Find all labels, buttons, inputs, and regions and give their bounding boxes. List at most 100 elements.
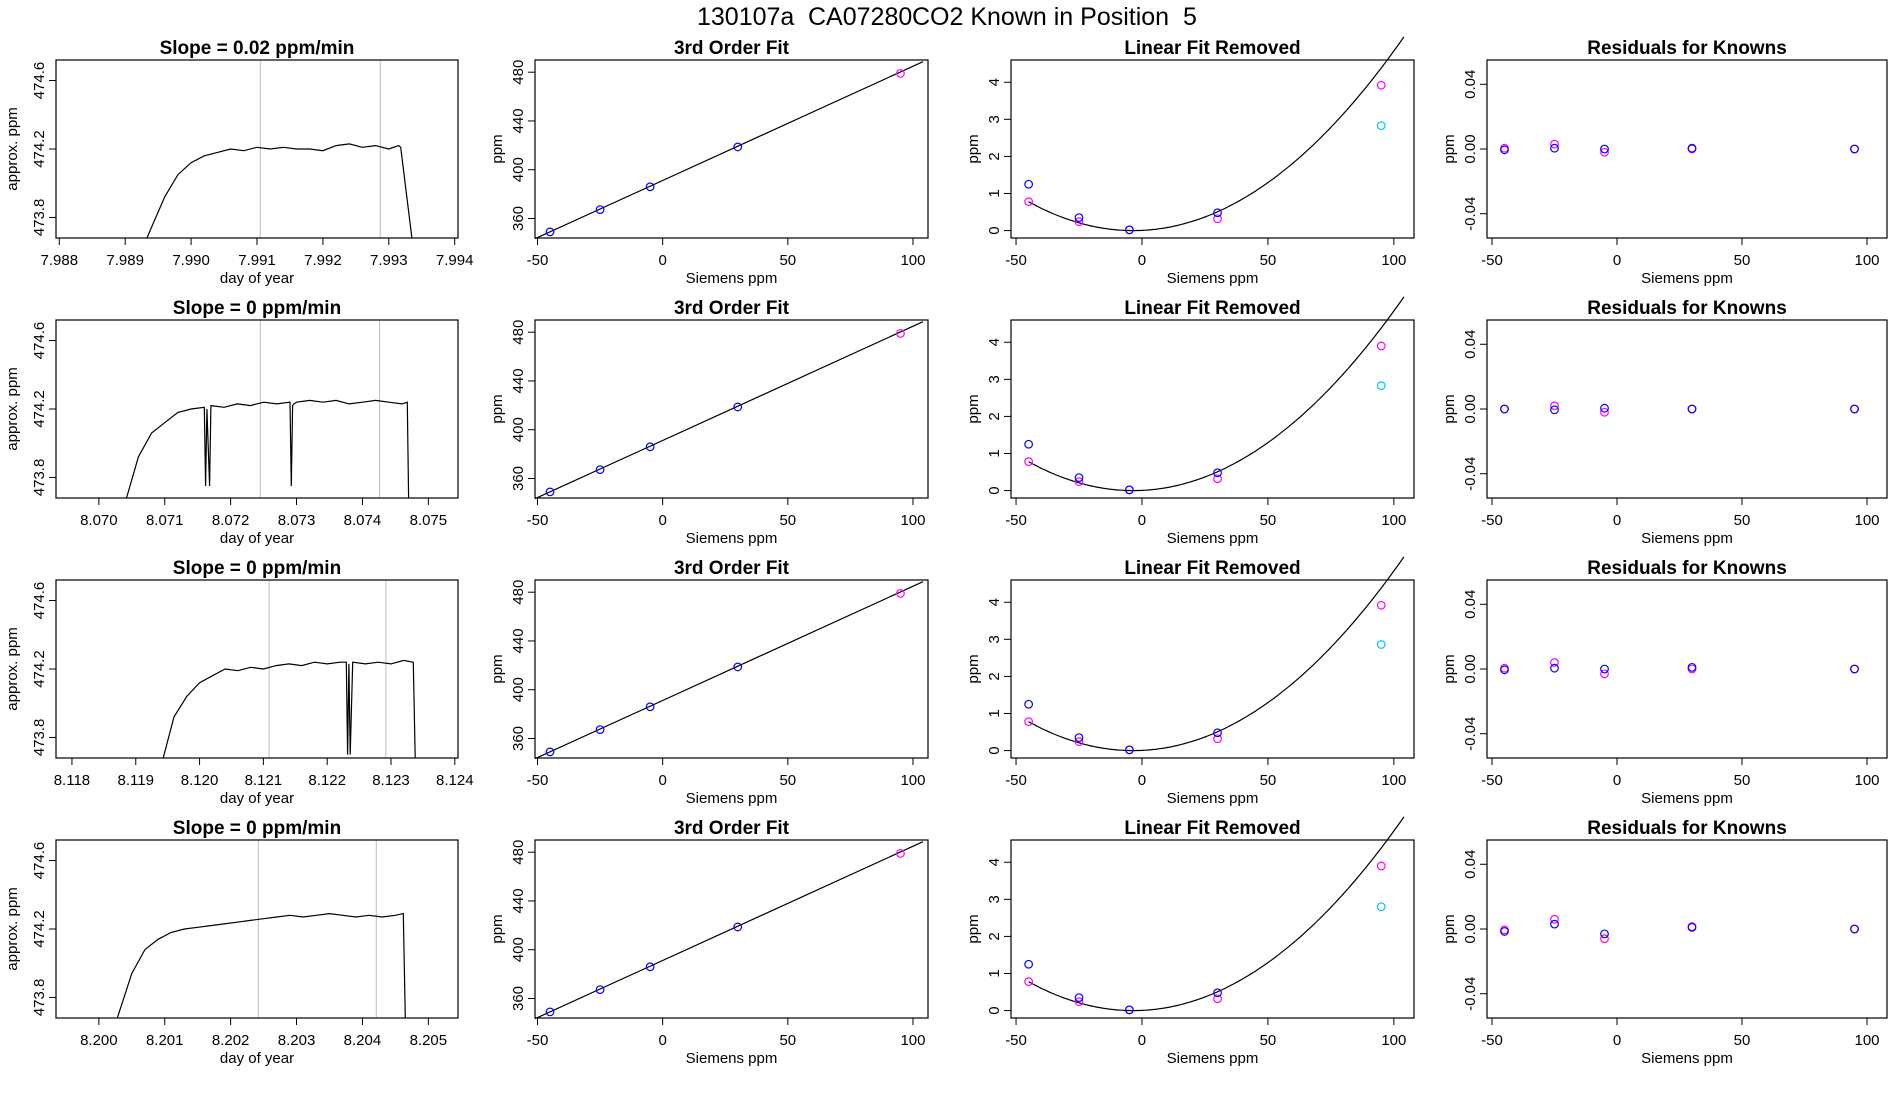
panel-title: Slope = 0.02 ppm/min <box>160 38 355 59</box>
x-axis-label: Siemens ppm <box>1167 530 1259 547</box>
data-point-blue <box>1687 922 1697 932</box>
y-tick-label: 474.6 <box>31 582 48 620</box>
data-point-blue <box>733 662 743 672</box>
y-tick-label: 0.00 <box>1462 654 1479 683</box>
y-tick-label: 3 <box>986 895 1003 903</box>
y-tick-label: 3 <box>986 635 1003 643</box>
y-tick-label: 474.2 <box>31 130 48 168</box>
y-tick-label: 440 <box>510 888 527 913</box>
y-tick-label: 400 <box>510 677 527 702</box>
y-tick-label: 3 <box>986 115 1003 123</box>
x-tick-label: 0 <box>1613 512 1621 529</box>
x-tick-label: 100 <box>900 252 925 269</box>
x-tick-label: -50 <box>1005 772 1027 789</box>
data-point-blue <box>1687 143 1697 153</box>
data-point-cyan <box>1376 381 1386 391</box>
x-tick-label: 0 <box>1138 512 1146 529</box>
plot-frame <box>1486 579 1888 759</box>
plot-frame <box>55 319 459 499</box>
x-tick-label: -50 <box>1481 1032 1503 1049</box>
y-tick-label: 0 <box>986 1006 1003 1014</box>
data-trace <box>162 659 416 759</box>
data-point-cyan <box>1376 902 1386 912</box>
x-tick-label: 100 <box>1854 252 1879 269</box>
y-tick-label: 0.00 <box>1462 134 1479 163</box>
x-tick-label: 50 <box>1734 512 1751 529</box>
data-point-blue <box>1024 699 1034 709</box>
data-point-magenta <box>896 69 905 78</box>
data-point-blue <box>595 465 605 474</box>
x-axis-label: day of year <box>220 1050 294 1067</box>
x-axis-label: Siemens ppm <box>686 1050 778 1067</box>
x-tick-label: 100 <box>900 512 925 529</box>
title-description: CO2 Known in Position 5 <box>912 3 1197 31</box>
chart-panel: Residuals for Knowns -50 0 50 100 -0.04 0.00 0.… <box>1441 818 1888 1067</box>
data-point-blue <box>1213 988 1222 998</box>
y-tick-label: 480 <box>510 320 527 345</box>
x-tick-label: 0 <box>1138 1032 1146 1049</box>
x-tick-label: 0 <box>1613 1032 1621 1049</box>
x-axis-label: Siemens ppm <box>1641 790 1733 807</box>
x-tick-label: 0 <box>658 252 666 269</box>
x-axis-label: Siemens ppm <box>1641 1050 1733 1067</box>
x-tick-label: 8.072 <box>212 512 250 529</box>
panel-title: Linear Fit Removed <box>1124 558 1300 579</box>
x-tick-label: 8.124 <box>436 772 474 789</box>
panel-title: Residuals for Knowns <box>1587 38 1787 59</box>
x-tick-label: 100 <box>900 1032 925 1049</box>
x-axis-label: day of year <box>220 270 294 287</box>
x-tick-label: 50 <box>1260 512 1277 529</box>
x-axis-label: Siemens ppm <box>686 790 778 807</box>
plot-frame <box>1010 319 1415 499</box>
fit-curve <box>1028 816 1405 1012</box>
data-point-blue <box>1550 663 1559 673</box>
data-point-blue <box>1550 143 1559 153</box>
data-point-magenta <box>1213 994 1222 1004</box>
data-point-blue <box>1024 959 1034 969</box>
y-tick-label: 473.8 <box>31 459 48 497</box>
x-tick-label: 50 <box>1260 1032 1277 1049</box>
x-tick-label: 8.203 <box>278 1032 316 1049</box>
plot-frame <box>55 579 459 759</box>
x-tick-label: 100 <box>1854 512 1879 529</box>
y-tick-label: 1 <box>986 969 1003 977</box>
x-tick-label: -50 <box>527 252 549 269</box>
data-point-blue <box>645 442 655 452</box>
y-axis-label: ppm <box>489 394 506 423</box>
fit-line <box>534 841 924 1020</box>
x-tick-label: 8.205 <box>410 1032 448 1049</box>
data-point-magenta <box>1024 717 1034 727</box>
y-axis-label: ppm <box>1441 394 1458 423</box>
y-tick-label: 400 <box>510 157 527 182</box>
x-tick-label: 8.121 <box>245 772 283 789</box>
data-point-blue <box>1124 485 1134 495</box>
data-point-blue <box>1124 745 1134 755</box>
x-tick-label: 50 <box>779 1032 796 1049</box>
x-tick-label: 8.201 <box>146 1032 184 1049</box>
panel-title: Residuals for Knowns <box>1587 298 1787 319</box>
data-point-blue <box>1687 404 1697 414</box>
data-point-magenta <box>1213 734 1222 744</box>
y-axis-label: approx. ppm <box>4 887 21 970</box>
plot-frame <box>1010 839 1415 1019</box>
data-point-blue <box>1600 664 1609 674</box>
panel-title: Linear Fit Removed <box>1124 818 1300 839</box>
data-point-magenta <box>1024 977 1034 987</box>
data-point-blue <box>733 142 743 152</box>
data-point-blue <box>595 205 605 214</box>
x-tick-label: 0 <box>658 772 666 789</box>
data-point-magenta <box>1600 407 1609 417</box>
fit-curve <box>1028 296 1405 492</box>
y-tick-label: 474.6 <box>31 322 48 360</box>
fit-curve <box>1028 556 1405 752</box>
y-tick-label: 474.6 <box>31 842 48 880</box>
fit-line <box>534 61 924 240</box>
data-point-blue <box>645 962 655 972</box>
y-tick-label: 473.8 <box>31 199 48 237</box>
x-axis-label: Siemens ppm <box>686 530 778 547</box>
y-tick-label: 360 <box>510 466 527 491</box>
panel-title: 3rd Order Fit <box>674 298 790 319</box>
y-axis-label: ppm <box>1441 654 1458 683</box>
plot-frame <box>1486 839 1888 1019</box>
